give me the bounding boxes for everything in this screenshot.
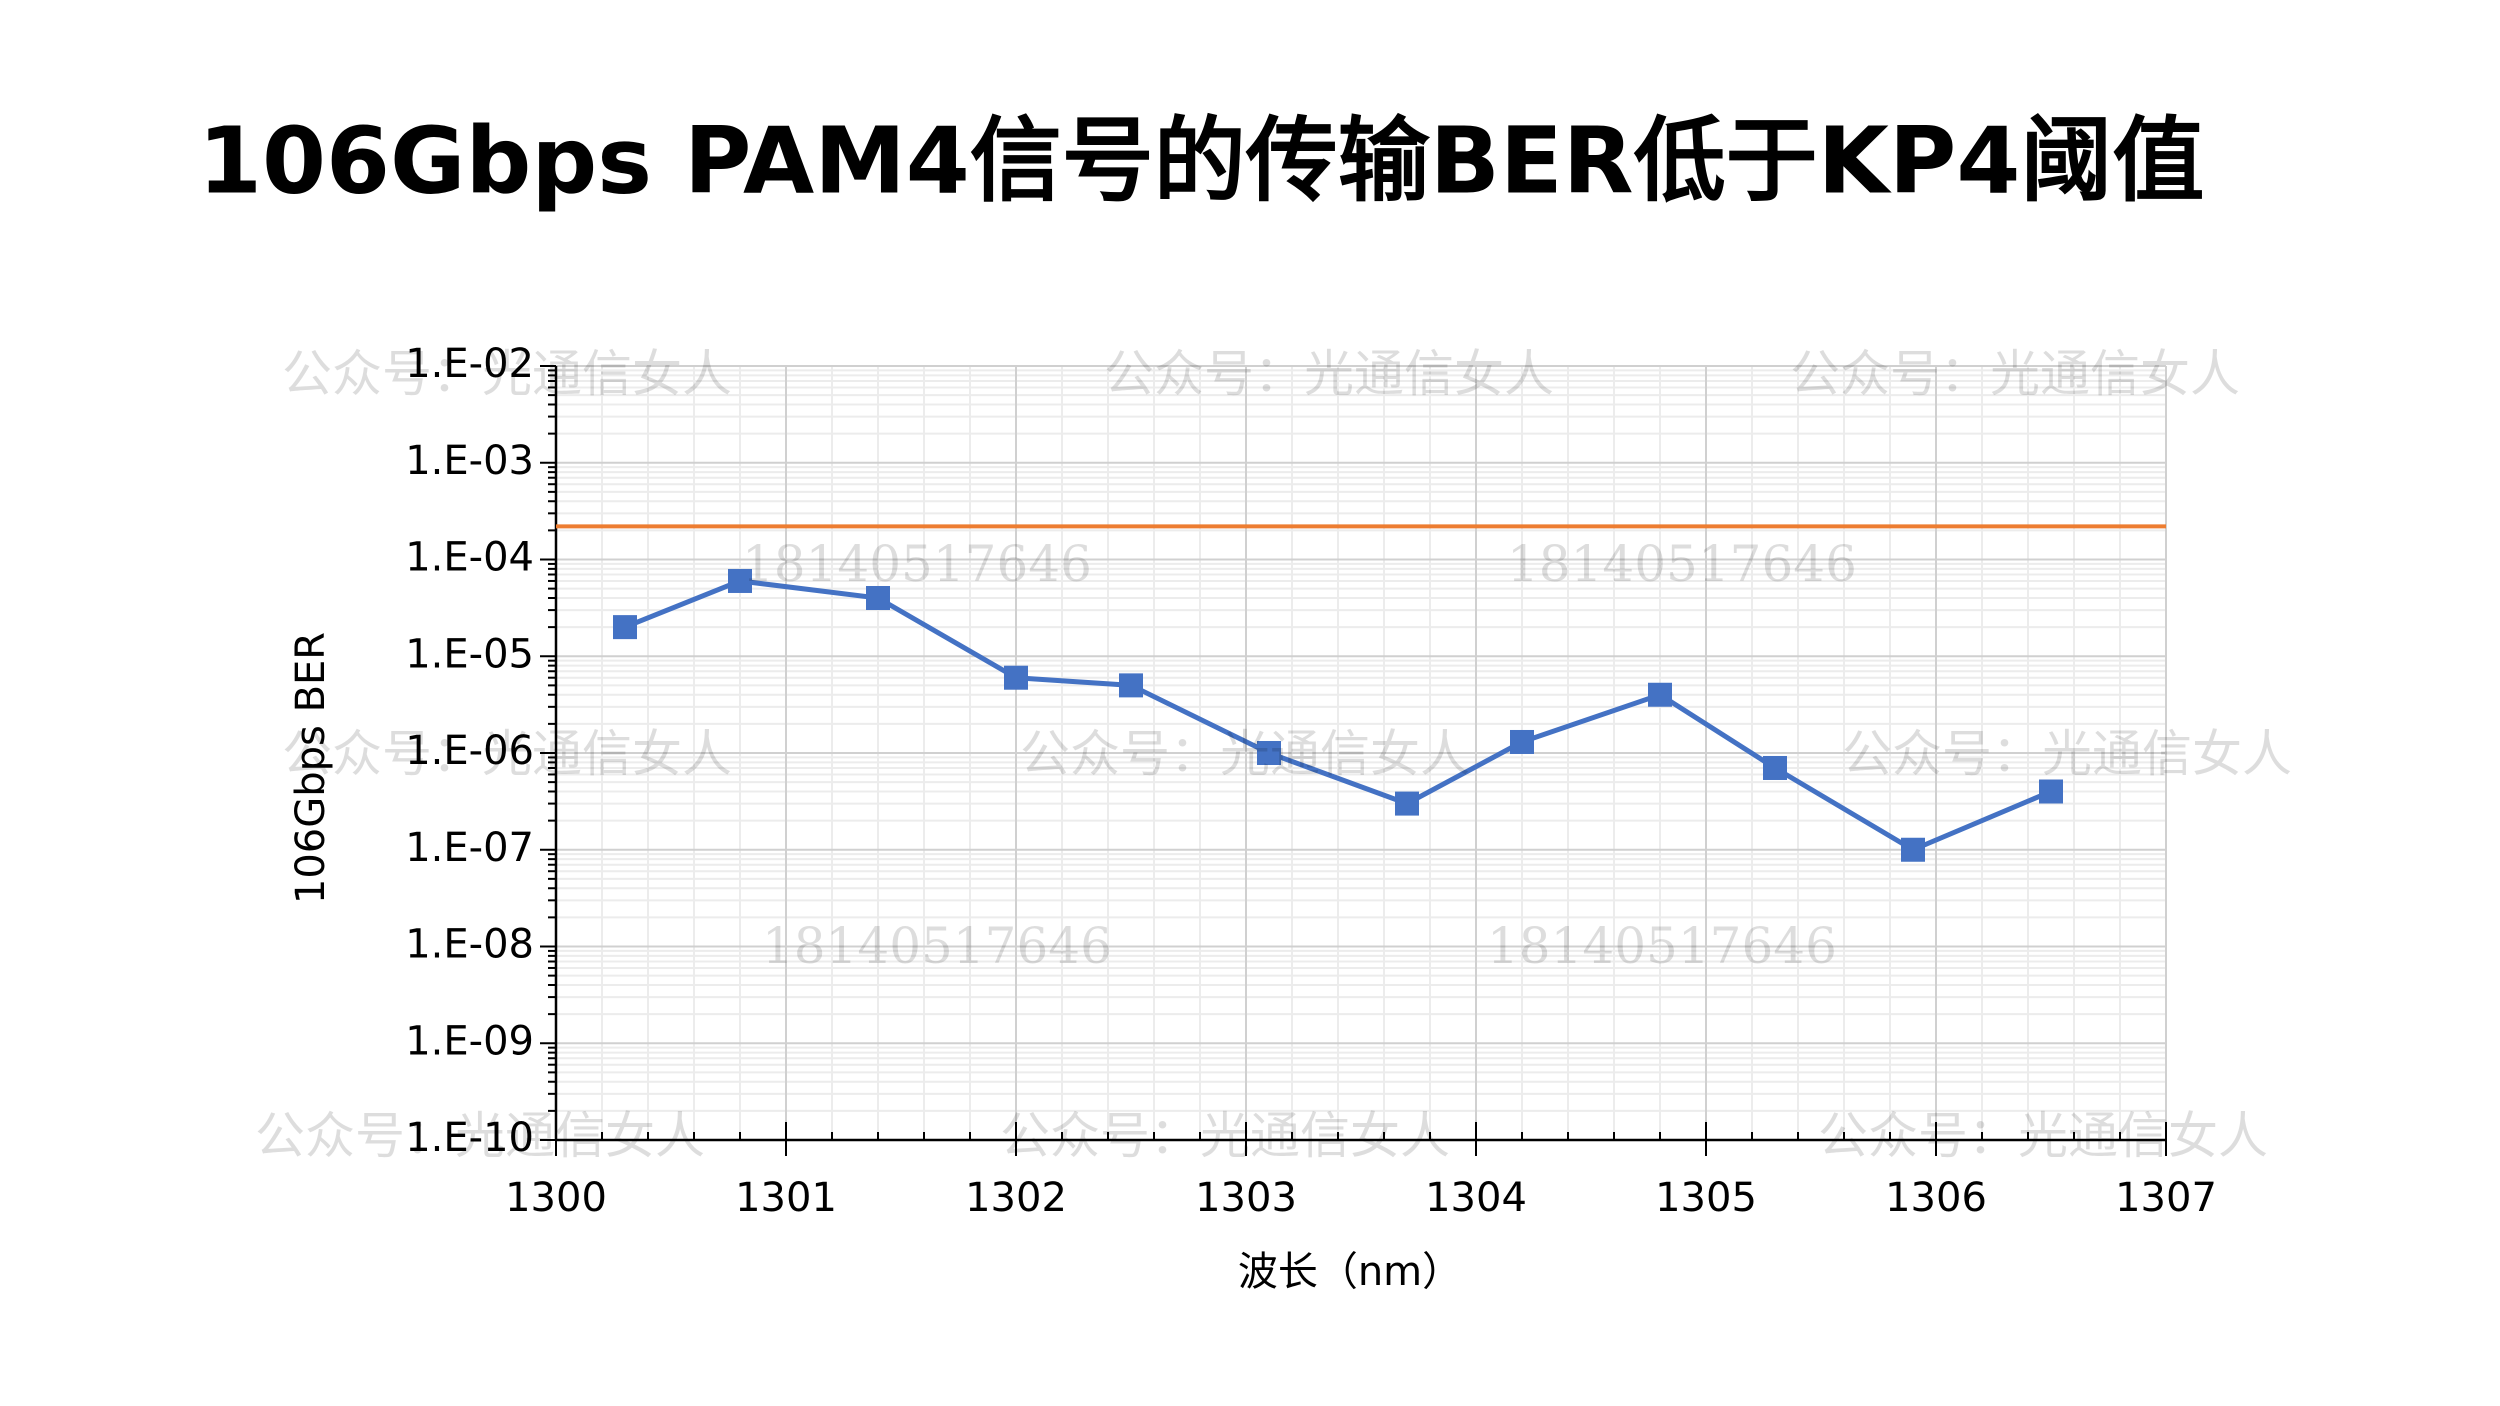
point	[1257, 741, 1281, 765]
point	[1119, 673, 1143, 698]
watermark: 公众号：光通信女人	[1790, 345, 2240, 403]
y-tick-label: 1.E-02	[405, 341, 534, 387]
point	[866, 586, 890, 611]
x-tick-label: 1307	[2115, 1175, 2217, 1221]
point	[1395, 791, 1419, 816]
x-tick-label: 1304	[1425, 1175, 1527, 1221]
x-tick-label: 1303	[1195, 1175, 1297, 1221]
watermark: 18140517646	[742, 535, 1092, 593]
y-tick-label: 1.E-03	[405, 438, 534, 484]
y-tick-label: 1.E-07	[405, 825, 534, 871]
watermark: 公众号：光通信女人	[1104, 345, 1554, 403]
point	[1004, 665, 1028, 690]
y-tick-label: 1.E-06	[405, 728, 534, 774]
y-tick-label: 1.E-09	[405, 1018, 534, 1064]
watermark: 18140517646	[762, 917, 1112, 975]
watermark: 公众号：光通信女人	[1020, 725, 1470, 783]
watermark: 公众号：光通信女人	[1842, 725, 2292, 783]
y-tick-label: 1.E-05	[405, 631, 534, 677]
point	[1763, 755, 1787, 780]
x-tick-label: 1306	[1885, 1175, 1987, 1221]
watermark: 公众号：光通信女人	[1818, 1107, 2268, 1165]
y-tick-label: 1.E-04	[405, 535, 534, 581]
point	[613, 615, 637, 640]
y-axis-title: 106Gbps BER	[288, 632, 334, 904]
watermark: 公众号：光通信女人	[1000, 1107, 1450, 1165]
x-tick-label: 1305	[1655, 1175, 1757, 1221]
point	[728, 568, 752, 593]
y-tick-label: 1.E-08	[405, 922, 534, 968]
watermark: 公众号：光通信女人	[282, 345, 732, 403]
y-tick-label: 1.E-10	[405, 1115, 534, 1161]
watermark: 18140517646	[1507, 535, 1857, 593]
watermark: 公众号：光通信女人	[282, 725, 732, 783]
point	[2039, 779, 2063, 804]
watermark: 公众号：光通信女人	[255, 1107, 705, 1165]
chart-title: 106Gbps PAM4信号的传输BER低于KP4阈值	[198, 107, 2204, 214]
point	[1648, 682, 1672, 707]
x-tick-label: 1301	[735, 1175, 837, 1221]
x-tick-label: 1302	[965, 1175, 1067, 1221]
point	[1510, 729, 1534, 754]
x-axis-title: 波长（nm）	[1238, 1249, 1462, 1295]
watermark: 18140517646	[1487, 917, 1837, 975]
series-line	[624, 578, 2052, 853]
point	[1901, 837, 1925, 862]
x-tick-label: 1300	[505, 1175, 607, 1221]
